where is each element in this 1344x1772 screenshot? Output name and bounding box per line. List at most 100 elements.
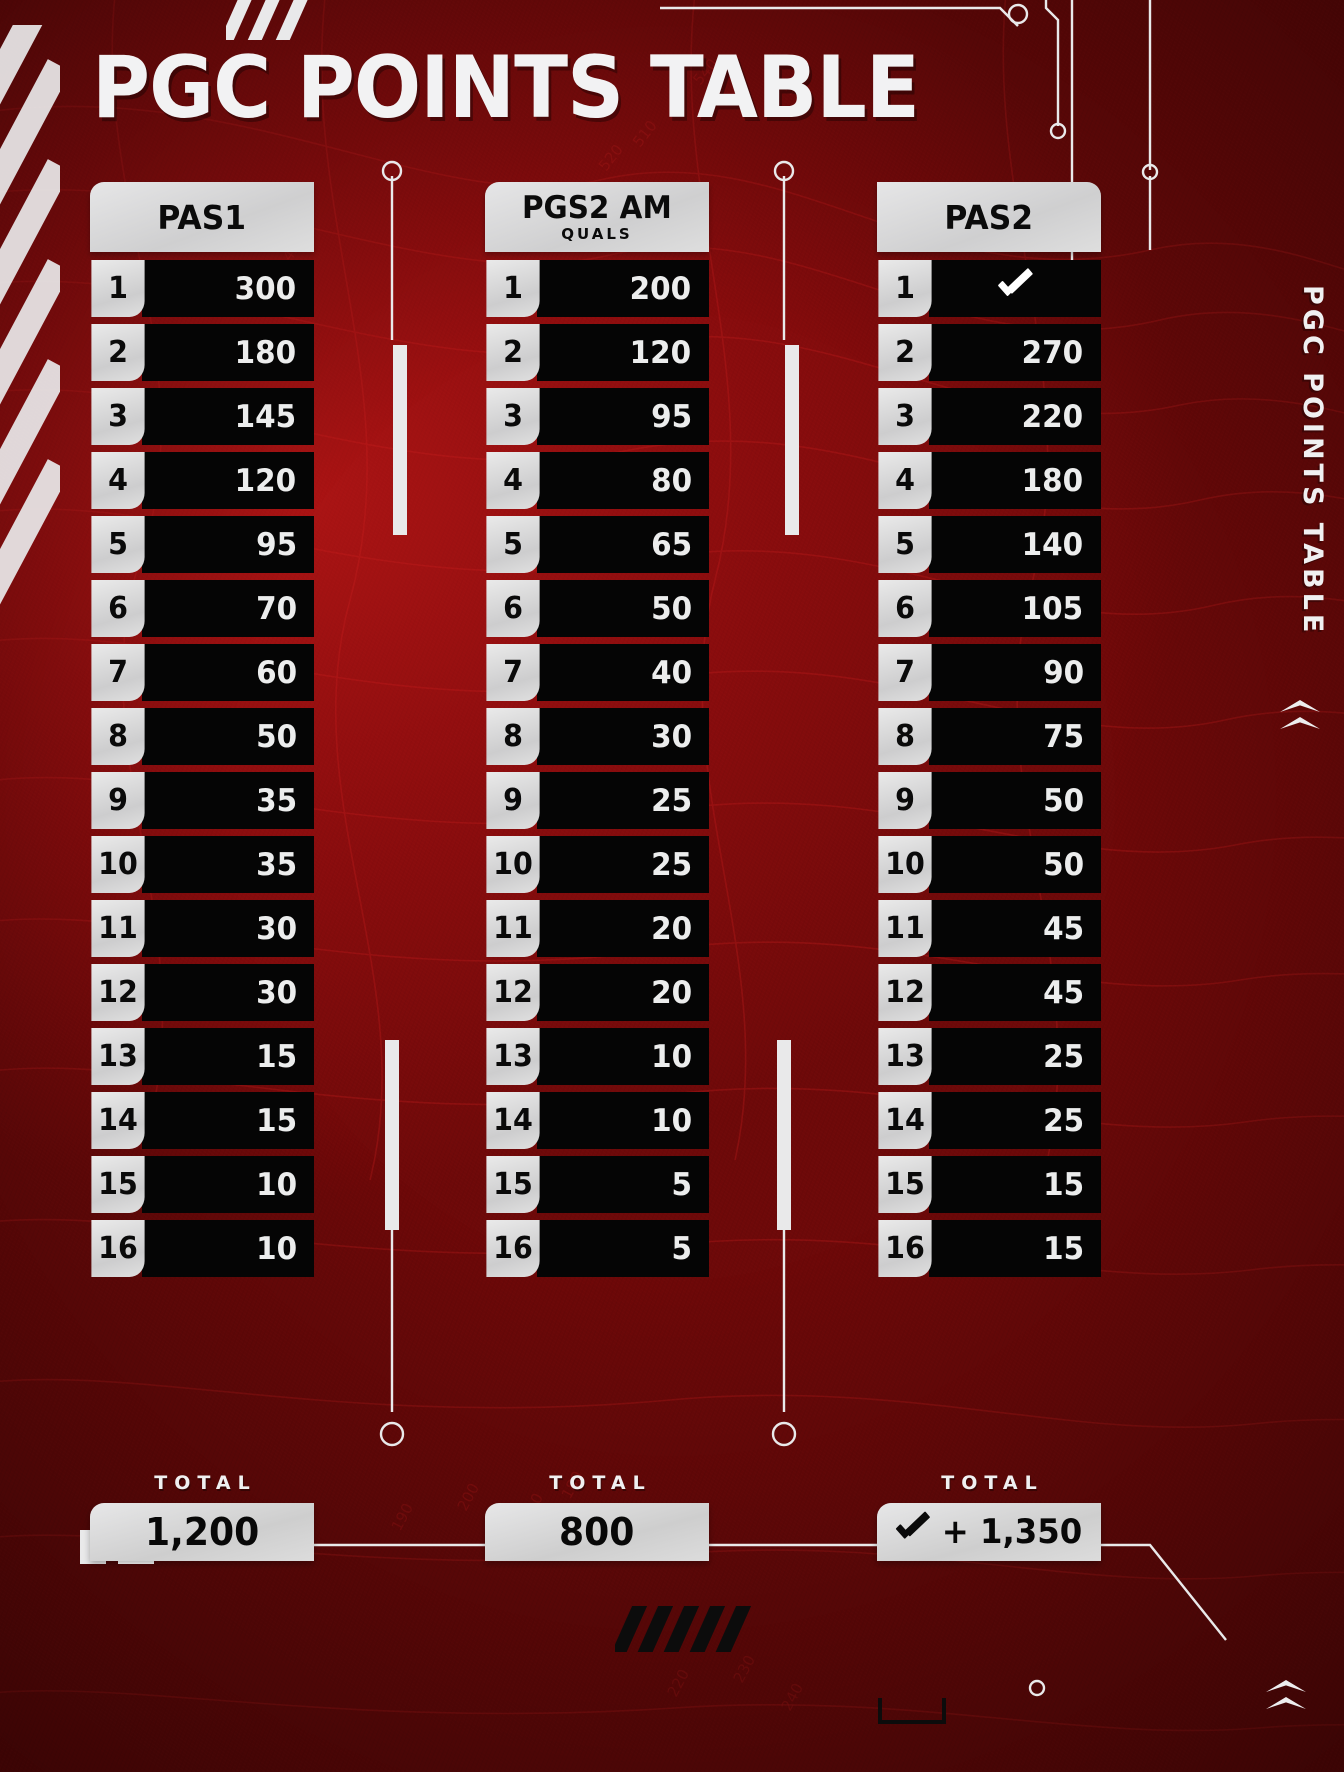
page-title: PGC POINTS TABLE bbox=[92, 38, 920, 138]
rank-badge: 10 bbox=[486, 836, 540, 893]
column-rows: 1 300 2 180 3 145 4 120 5 95 6 70 7 60 8 50 9 35 10 35 11 30 1… bbox=[90, 260, 314, 1277]
table-row: 4 180 bbox=[877, 452, 1101, 509]
rank-badge: 13 bbox=[91, 1028, 145, 1085]
points-value: 145 bbox=[142, 388, 314, 445]
table-row: 15 5 bbox=[485, 1156, 709, 1213]
check-icon bbox=[994, 273, 1036, 305]
rank-badge: 2 bbox=[91, 324, 145, 381]
points-value: 35 bbox=[142, 836, 314, 893]
rank-badge: 12 bbox=[91, 964, 145, 1021]
table-row: 5 140 bbox=[877, 516, 1101, 573]
total-block-0: TOTAL 1,200 bbox=[90, 1472, 314, 1561]
rank-badge: 1 bbox=[91, 260, 145, 317]
points-value: 270 bbox=[929, 324, 1101, 381]
points-value: 50 bbox=[929, 772, 1101, 829]
table-row: 11 20 bbox=[485, 900, 709, 957]
rank-badge: 1 bbox=[878, 260, 932, 317]
total-block-1: TOTAL 800 bbox=[485, 1472, 709, 1561]
points-value: 10 bbox=[537, 1028, 709, 1085]
table-row: 5 65 bbox=[485, 516, 709, 573]
points-value: 50 bbox=[142, 708, 314, 765]
rank-badge: 9 bbox=[486, 772, 540, 829]
table-row: 12 30 bbox=[90, 964, 314, 1021]
column-header-0: PAS1 bbox=[90, 182, 314, 252]
table-row: 9 25 bbox=[485, 772, 709, 829]
table-row: 15 10 bbox=[90, 1156, 314, 1213]
table-row: 14 25 bbox=[877, 1092, 1101, 1149]
table-row: 16 15 bbox=[877, 1220, 1101, 1277]
table-row: 12 45 bbox=[877, 964, 1101, 1021]
table-row: 2 120 bbox=[485, 324, 709, 381]
points-value: 40 bbox=[537, 644, 709, 701]
rank-badge: 14 bbox=[878, 1092, 932, 1149]
check-icon bbox=[893, 1517, 933, 1547]
table-row: 11 45 bbox=[877, 900, 1101, 957]
rank-badge: 11 bbox=[91, 900, 145, 957]
table-row: 8 50 bbox=[90, 708, 314, 765]
table-row: 6 50 bbox=[485, 580, 709, 637]
rank-badge: 7 bbox=[878, 644, 932, 701]
rank-badge: 13 bbox=[486, 1028, 540, 1085]
points-value: 30 bbox=[142, 900, 314, 957]
rank-badge: 12 bbox=[486, 964, 540, 1021]
points-value: 105 bbox=[929, 580, 1101, 637]
table-row: 12 20 bbox=[485, 964, 709, 1021]
points-value: 60 bbox=[142, 644, 314, 701]
column-rows: 1 2 270 3 220 4 180 5 140 6 105 7 90 8 75 9 50 10 50 11 45 12… bbox=[877, 260, 1101, 1277]
points-value: 15 bbox=[142, 1092, 314, 1149]
rank-badge: 8 bbox=[878, 708, 932, 765]
rank-badge: 14 bbox=[91, 1092, 145, 1149]
total-value: 1,200 bbox=[144, 1510, 260, 1554]
rank-badge: 7 bbox=[91, 644, 145, 701]
rank-badge: 10 bbox=[91, 836, 145, 893]
points-value: 25 bbox=[929, 1028, 1101, 1085]
column-header-title: PAS1 bbox=[157, 197, 247, 237]
points-value: 90 bbox=[929, 644, 1101, 701]
points-value: 15 bbox=[929, 1156, 1101, 1213]
rank-badge: 15 bbox=[486, 1156, 540, 1213]
table-row: 10 35 bbox=[90, 836, 314, 893]
points-value: 50 bbox=[537, 580, 709, 637]
points-value: 10 bbox=[537, 1092, 709, 1149]
diagonal-stripes-top bbox=[226, 0, 346, 40]
points-value: 15 bbox=[929, 1220, 1101, 1277]
points-value: 50 bbox=[929, 836, 1101, 893]
table-row: 1 300 bbox=[90, 260, 314, 317]
table-row: 6 105 bbox=[877, 580, 1101, 637]
points-value: 300 bbox=[142, 260, 314, 317]
points-value: 120 bbox=[537, 324, 709, 381]
points-value: 20 bbox=[537, 900, 709, 957]
points-value: 25 bbox=[537, 836, 709, 893]
rank-badge: 16 bbox=[486, 1220, 540, 1277]
table-row: 16 10 bbox=[90, 1220, 314, 1277]
table-row: 8 75 bbox=[877, 708, 1101, 765]
points-value: 10 bbox=[142, 1156, 314, 1213]
table-row: 5 95 bbox=[90, 516, 314, 573]
table-row: 13 10 bbox=[485, 1028, 709, 1085]
points-value: 5 bbox=[537, 1156, 709, 1213]
points-value: 25 bbox=[537, 772, 709, 829]
points-value: 140 bbox=[929, 516, 1101, 573]
points-value: 75 bbox=[929, 708, 1101, 765]
chevron-up-icon-right bbox=[1280, 700, 1320, 746]
points-value: 30 bbox=[537, 708, 709, 765]
points-value: 20 bbox=[537, 964, 709, 1021]
rank-badge: 4 bbox=[878, 452, 932, 509]
points-value: 80 bbox=[537, 452, 709, 509]
table-row: 7 60 bbox=[90, 644, 314, 701]
points-value: 200 bbox=[537, 260, 709, 317]
column-header-subtitle: QUALS bbox=[561, 224, 633, 243]
rank-badge: 2 bbox=[878, 324, 932, 381]
total-value-card: 1,200 bbox=[90, 1503, 314, 1561]
total-value: + 1,350 bbox=[941, 1512, 1083, 1552]
table-row: 10 25 bbox=[485, 836, 709, 893]
total-value-card: + 1,350 bbox=[877, 1503, 1101, 1561]
table-row: 4 80 bbox=[485, 452, 709, 509]
total-value: 800 bbox=[559, 1510, 635, 1554]
rank-badge: 8 bbox=[486, 708, 540, 765]
points-value: 35 bbox=[142, 772, 314, 829]
points-value: 95 bbox=[537, 388, 709, 445]
rank-badge: 13 bbox=[878, 1028, 932, 1085]
points-column-pgs2-am: PGS2 AM QUALS 1 200 2 120 3 95 4 80 5 65 6 50 7 40 8 30 9 2… bbox=[485, 182, 709, 1284]
table-row: 2 270 bbox=[877, 324, 1101, 381]
